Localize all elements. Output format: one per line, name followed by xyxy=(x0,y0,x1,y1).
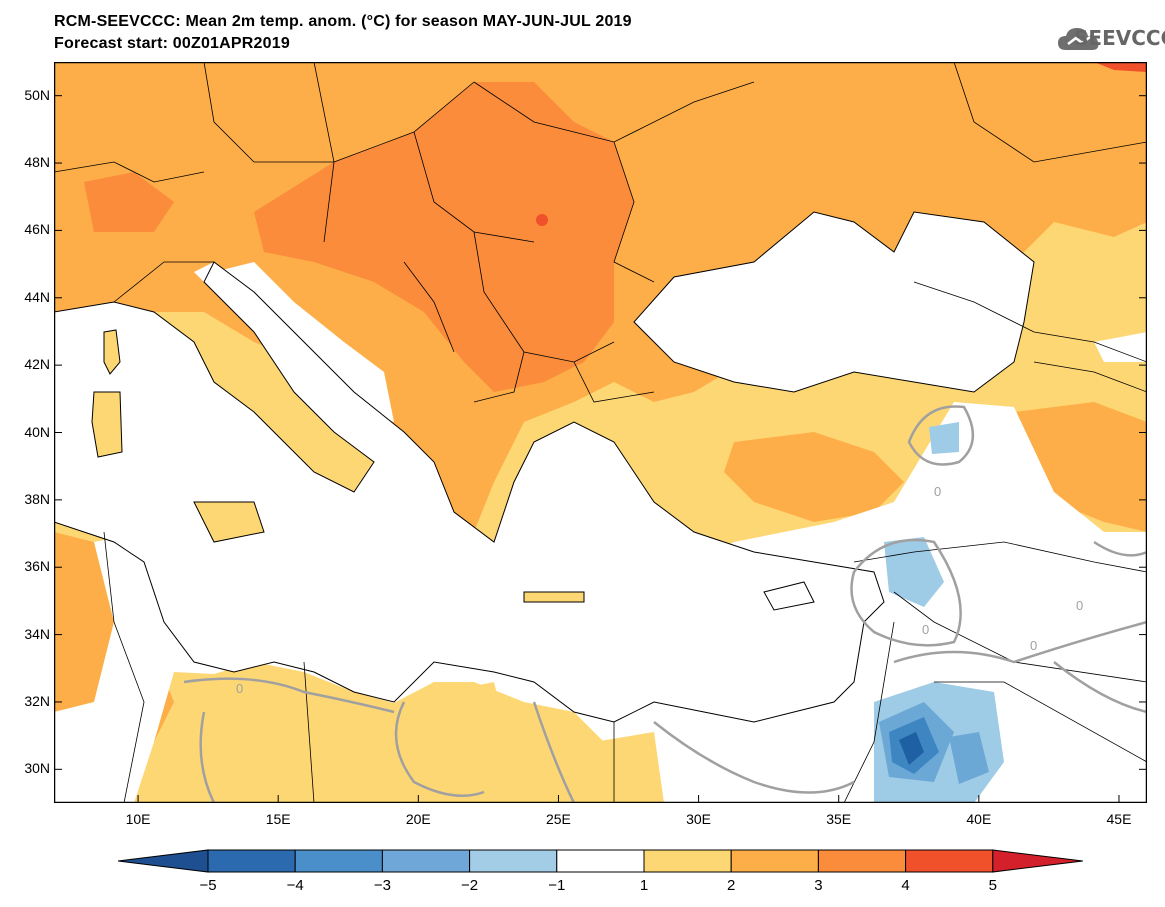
contour-label: 0 xyxy=(934,484,941,499)
coastlines xyxy=(54,211,1035,723)
legend-label: 1 xyxy=(640,877,648,894)
anomaly-1-2-egypt xyxy=(594,732,664,803)
crete xyxy=(524,592,584,602)
lon-tick-label: 30E xyxy=(686,811,712,827)
cloud-logo-icon xyxy=(1058,28,1099,50)
anomaly-4-5-ne-corner xyxy=(1094,62,1147,72)
legend-label: 3 xyxy=(814,877,822,894)
legend-swatch xyxy=(469,849,558,873)
legend-swatch xyxy=(294,849,383,873)
anomaly-3-4-alps xyxy=(84,172,174,232)
anomaly-1-2-libya xyxy=(294,732,354,792)
legend-swatch xyxy=(992,849,1083,873)
legend-label: 4 xyxy=(901,877,909,894)
contour-label: 0 xyxy=(922,622,929,637)
lon-tick-label: 10E xyxy=(125,811,151,827)
lat-tick-label: 42N xyxy=(24,356,50,373)
legend-label: −4 xyxy=(287,877,304,894)
axis-ticks xyxy=(54,95,1147,803)
lat-tick-label: 36N xyxy=(24,558,50,575)
black-sea xyxy=(634,212,1034,392)
legend-label: −1 xyxy=(548,877,565,894)
lon-tick-label: 25E xyxy=(545,811,571,827)
lon-tick-label: 15E xyxy=(265,811,291,827)
legend-swatch xyxy=(905,849,994,873)
legend-swatch xyxy=(643,849,732,873)
legend-label: 5 xyxy=(989,877,997,894)
legend-swatch xyxy=(556,849,645,873)
lat-tick-label: 40N xyxy=(24,423,50,440)
lon-tick-label: 40E xyxy=(966,811,992,827)
zero-contours xyxy=(183,405,1147,803)
legend-label: 2 xyxy=(727,877,735,894)
legend-label: −5 xyxy=(199,877,216,894)
lat-tick-label: 50N xyxy=(24,86,50,103)
anomaly-neg-jordan-core xyxy=(899,732,924,765)
anomaly-neutral-ne xyxy=(1094,332,1147,362)
legend-swatch xyxy=(381,849,471,873)
temperature-anomaly-map: 0 0 0 0 0 xyxy=(54,62,1147,803)
anomaly-2-3-africa-west xyxy=(54,532,114,712)
page-subtitle: Forecast start: 00Z01APR2019 xyxy=(54,35,290,52)
lat-tick-label: 48N xyxy=(24,154,50,171)
legend-label: −2 xyxy=(461,877,478,894)
lat-tick-label: 44N xyxy=(24,288,50,305)
lat-tick-label: 46N xyxy=(24,221,50,238)
anomaly-3-4-balkans xyxy=(254,82,634,392)
anomaly-neg-east xyxy=(929,422,959,454)
lat-tick-label: 34N xyxy=(24,625,50,642)
anomaly-neg-saudi xyxy=(949,732,989,784)
color-legend: −5 −4 −3 −2 −1 1 2 3 4 5 xyxy=(118,849,1083,894)
lat-tick-label: 32N xyxy=(24,692,50,709)
page-title: RCM-SEEVCCC: Mean 2m temp. anom. (°C) fo… xyxy=(54,13,632,30)
contour-label: 0 xyxy=(236,681,243,696)
legend-swatch xyxy=(730,849,819,873)
sardinia xyxy=(92,392,122,457)
lon-tick-label: 45E xyxy=(1106,811,1132,827)
legend-label: −3 xyxy=(374,877,391,894)
anomaly-2-3-anatolia xyxy=(724,432,904,522)
lon-tick-label: 35E xyxy=(826,811,852,827)
contour-label: 0 xyxy=(1076,598,1083,613)
anomaly-2-3-east xyxy=(1014,402,1147,532)
legend-swatch xyxy=(207,849,296,873)
lat-tick-label: 38N xyxy=(24,490,50,507)
lon-tick-label: 20E xyxy=(405,811,431,827)
contour-label: 0 xyxy=(1030,638,1037,653)
country-borders xyxy=(54,62,1147,803)
legend-swatch xyxy=(817,849,907,873)
corsica xyxy=(104,330,120,374)
sicily xyxy=(194,502,264,542)
legend-swatch xyxy=(118,849,209,873)
anomaly-1-2-africa xyxy=(444,682,504,732)
anomaly-4-5-hotspot xyxy=(536,214,548,226)
logo-text: SEEVCCC xyxy=(1074,26,1165,50)
lat-tick-label: 30N xyxy=(24,760,50,777)
mediterranean-sea xyxy=(54,262,884,722)
